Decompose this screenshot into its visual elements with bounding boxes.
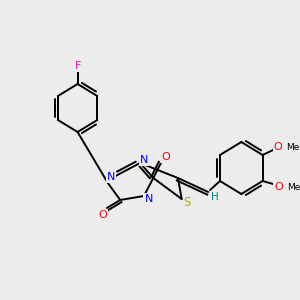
Text: N: N: [140, 155, 148, 165]
Text: H: H: [211, 192, 219, 202]
Text: O: O: [273, 142, 282, 152]
Text: Me: Me: [286, 142, 300, 152]
Text: O: O: [99, 210, 107, 220]
Text: F: F: [74, 61, 81, 71]
Text: O: O: [161, 152, 170, 162]
Text: N: N: [144, 194, 153, 204]
Text: Me: Me: [287, 182, 300, 191]
Text: O: O: [274, 182, 283, 192]
Text: S: S: [184, 196, 191, 209]
Text: N: N: [106, 172, 115, 182]
